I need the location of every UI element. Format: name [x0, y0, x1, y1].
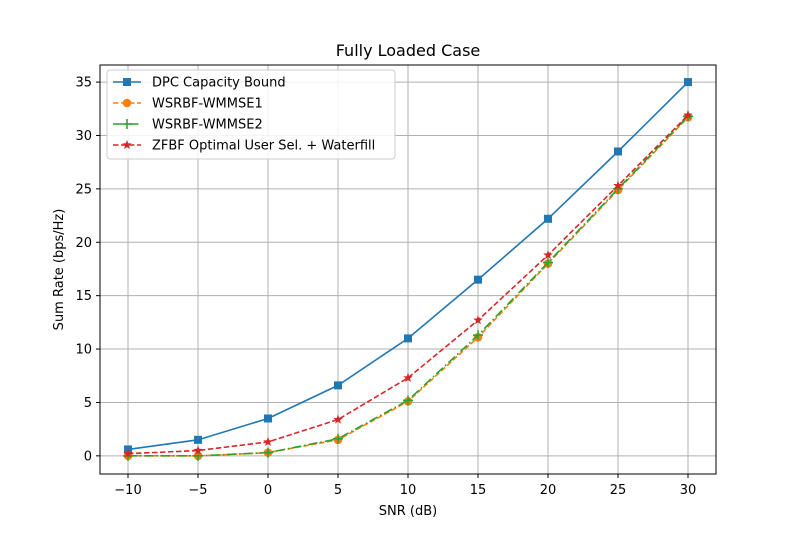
data-point — [614, 147, 622, 156]
x-tick-label: 15 — [470, 483, 487, 498]
data-point — [333, 433, 343, 444]
x-tick-label: 10 — [400, 483, 417, 498]
data-point — [404, 334, 412, 343]
y-tick-label: 20 — [75, 236, 92, 251]
series-layer — [123, 78, 693, 461]
legend-label: ZFBF Optimal User Sel. + Waterfill — [152, 139, 375, 154]
x-tick-label: 20 — [540, 483, 557, 498]
y-tick-label: 0 — [84, 449, 92, 464]
data-point — [613, 180, 623, 190]
x-tick-label: −5 — [188, 483, 207, 498]
legend-box — [106, 69, 396, 160]
data-point — [403, 372, 413, 382]
legend-entry: WSRBF-WMMSE1 — [113, 97, 263, 112]
legend-marker — [123, 78, 131, 86]
data-point — [473, 330, 483, 341]
data-point — [193, 445, 203, 455]
legend-entry: ZFBF Optimal User Sel. + Waterfill — [113, 139, 375, 154]
data-point — [263, 436, 273, 447]
legend-label: WSRBF-WMMSE2 — [152, 118, 263, 133]
legend-marker — [122, 98, 132, 108]
data-point — [264, 414, 272, 423]
legend: DPC Capacity Bound WSRBF-WMMSE1 WSRBF-WMMS… — [106, 69, 396, 160]
data-point — [403, 395, 413, 406]
data-point — [334, 381, 342, 390]
x-tick-label: 25 — [610, 483, 627, 498]
x-tick-label: 0 — [264, 483, 272, 498]
legend-marker — [122, 140, 132, 150]
legend-label: WSRBF-WMMSE1 — [152, 97, 263, 112]
data-point — [683, 110, 693, 120]
data-point — [473, 315, 483, 325]
data-point — [123, 448, 133, 458]
legend-label: DPC Capacity Bound — [152, 76, 286, 91]
x-tick-label: −10 — [114, 483, 141, 498]
data-point — [543, 250, 553, 260]
y-axis-ticks: 0 5 10 15 20 25 30 35 — [75, 76, 100, 464]
legend-entry: WSRBF-WMMSE2 — [113, 118, 263, 133]
y-tick-label: 30 — [75, 129, 92, 144]
x-axis-ticks: −10 −5 0 5 10 15 20 25 30 — [114, 474, 696, 498]
y-tick-label: 5 — [84, 396, 92, 411]
series-line — [127, 114, 689, 455]
x-tick-label: 5 — [334, 483, 342, 498]
data-point — [474, 275, 482, 284]
legend-marker — [122, 119, 132, 129]
data-point — [194, 435, 202, 444]
series-4 — [123, 110, 693, 458]
chart-title: Fully Loaded Case — [336, 41, 481, 60]
y-tick-label: 25 — [75, 182, 92, 197]
data-point — [333, 414, 343, 424]
data-point — [263, 447, 273, 458]
y-tick-label: 10 — [75, 343, 92, 358]
data-point — [684, 78, 692, 87]
x-axis-label: SNR (dB) — [379, 504, 437, 519]
x-tick-label: 30 — [680, 483, 697, 498]
data-point — [543, 257, 553, 268]
y-tick-label: 35 — [75, 76, 92, 91]
data-point — [544, 214, 552, 223]
legend-entry: DPC Capacity Bound — [113, 76, 286, 91]
y-axis-label: Sum Rate (bps/Hz) — [52, 209, 67, 331]
y-tick-label: 15 — [75, 289, 92, 304]
